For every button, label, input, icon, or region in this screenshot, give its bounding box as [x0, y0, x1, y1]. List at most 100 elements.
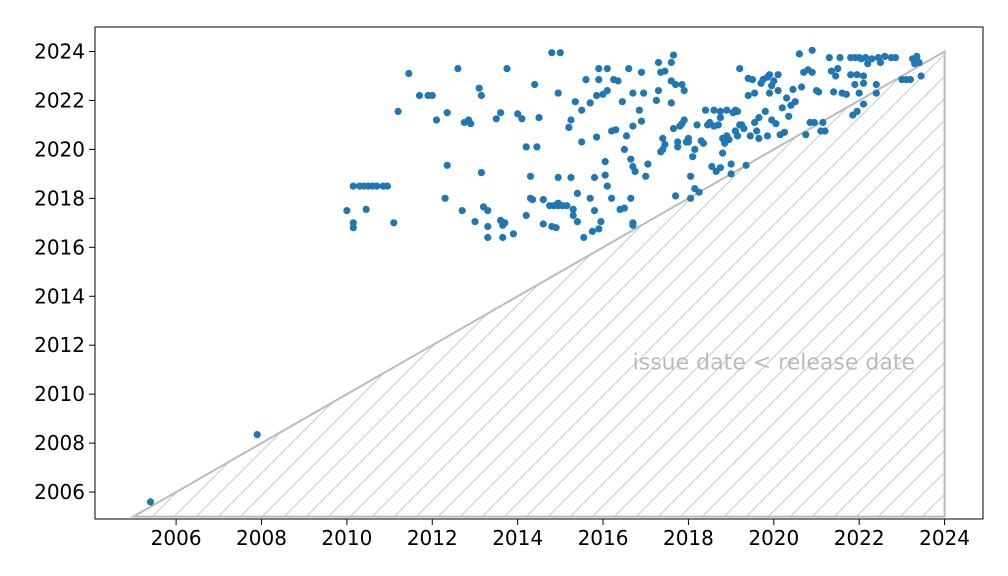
excluded-region: issue date < release date: [129, 49, 1008, 518]
data-point: [810, 118, 819, 127]
data-point: [913, 52, 921, 61]
data-point: [565, 123, 573, 131]
data-point: [522, 143, 530, 151]
data-point: [362, 205, 370, 213]
hatch-line: [133, 51, 178, 517]
data-point: [595, 225, 603, 233]
data-point: [522, 211, 530, 220]
data-point: [484, 207, 492, 215]
data-point: [746, 132, 754, 140]
data-point: [742, 161, 750, 169]
data-point: [642, 172, 650, 180]
data-point: [763, 132, 772, 140]
data-point: [622, 132, 631, 140]
data-point: [492, 115, 500, 123]
data-point: [467, 120, 475, 128]
data-point: [253, 431, 261, 439]
data-point: [595, 65, 603, 73]
data-point: [349, 182, 357, 190]
data-point: [627, 194, 635, 202]
plot-area-frame: [94, 26, 984, 520]
data-point: [595, 76, 603, 84]
data-point: [539, 220, 547, 228]
data-point: [699, 139, 708, 147]
x-tick-label: 2024: [919, 526, 970, 550]
data-point: [789, 85, 797, 93]
data-point: [573, 189, 582, 197]
x-axis: 2006 2008 2010 2012 2014 2016 2018 2020 2022 2024: [151, 519, 970, 550]
x-tick-label: 2010: [321, 526, 372, 550]
x-tick-label: 2006: [151, 526, 202, 550]
data-point: [808, 46, 816, 54]
data-point: [661, 140, 669, 149]
data-point: [689, 153, 697, 161]
data-point: [514, 110, 522, 118]
data-point: [518, 115, 526, 123]
data-point: [475, 84, 483, 92]
data-point: [526, 172, 535, 180]
hatch-line: [768, 51, 945, 517]
data-point: [637, 68, 646, 76]
data-point: [667, 58, 675, 67]
data-point: [691, 145, 699, 153]
data-point: [580, 233, 588, 242]
data-point: [751, 118, 759, 127]
data-point: [855, 89, 863, 97]
data-point: [563, 202, 571, 210]
y-tick-label: 2020: [34, 137, 85, 161]
data-point: [872, 89, 880, 97]
x-tick-label: 2018: [663, 526, 714, 550]
x-tick-label: 2016: [578, 526, 629, 550]
y-tick-label: 2014: [34, 284, 85, 308]
data-point: [644, 160, 652, 168]
data-point: [582, 76, 590, 84]
data-point: [477, 169, 485, 177]
data-point: [569, 211, 577, 220]
data-point: [454, 65, 462, 73]
data-point: [146, 498, 155, 506]
data-point: [695, 188, 703, 196]
data-point: [723, 106, 731, 114]
hatch-line: [196, 51, 662, 517]
data-point: [772, 120, 780, 128]
data-point: [629, 122, 637, 130]
data-point: [529, 196, 537, 204]
data-point: [415, 91, 424, 100]
x-tick-label: 2014: [492, 526, 543, 550]
data-point: [872, 80, 880, 89]
data-point: [672, 192, 680, 200]
data-point: [432, 116, 441, 124]
data-point: [847, 71, 855, 79]
x-tick-label: 2020: [748, 526, 799, 550]
data-point: [578, 106, 586, 114]
data-point: [590, 207, 599, 215]
data-point: [669, 125, 678, 133]
data-point: [635, 106, 643, 114]
data-point: [716, 107, 725, 115]
hatch-line: [966, 51, 1008, 516]
y-tick-label: 2018: [34, 186, 85, 210]
data-point: [868, 55, 876, 63]
data-point: [394, 107, 402, 115]
data-point: [654, 58, 663, 67]
hatch-line: [328, 51, 794, 517]
data-point: [778, 104, 786, 112]
data-point: [603, 87, 611, 95]
data-point: [556, 49, 564, 57]
data-point: [554, 89, 562, 97]
data-point: [618, 98, 626, 106]
data-point: [785, 112, 793, 120]
region-annotation: issue date < release date: [633, 351, 915, 376]
data-point: [851, 80, 859, 89]
data-point: [608, 194, 616, 202]
data-point: [881, 52, 889, 61]
data-point: [834, 65, 842, 73]
data-point: [441, 194, 449, 202]
data-point: [569, 205, 577, 213]
data-point: [740, 125, 748, 133]
data-point: [443, 109, 451, 117]
data-point: [684, 138, 693, 146]
data-point: [669, 51, 678, 59]
data-point: [554, 173, 562, 182]
data-point: [571, 98, 579, 106]
